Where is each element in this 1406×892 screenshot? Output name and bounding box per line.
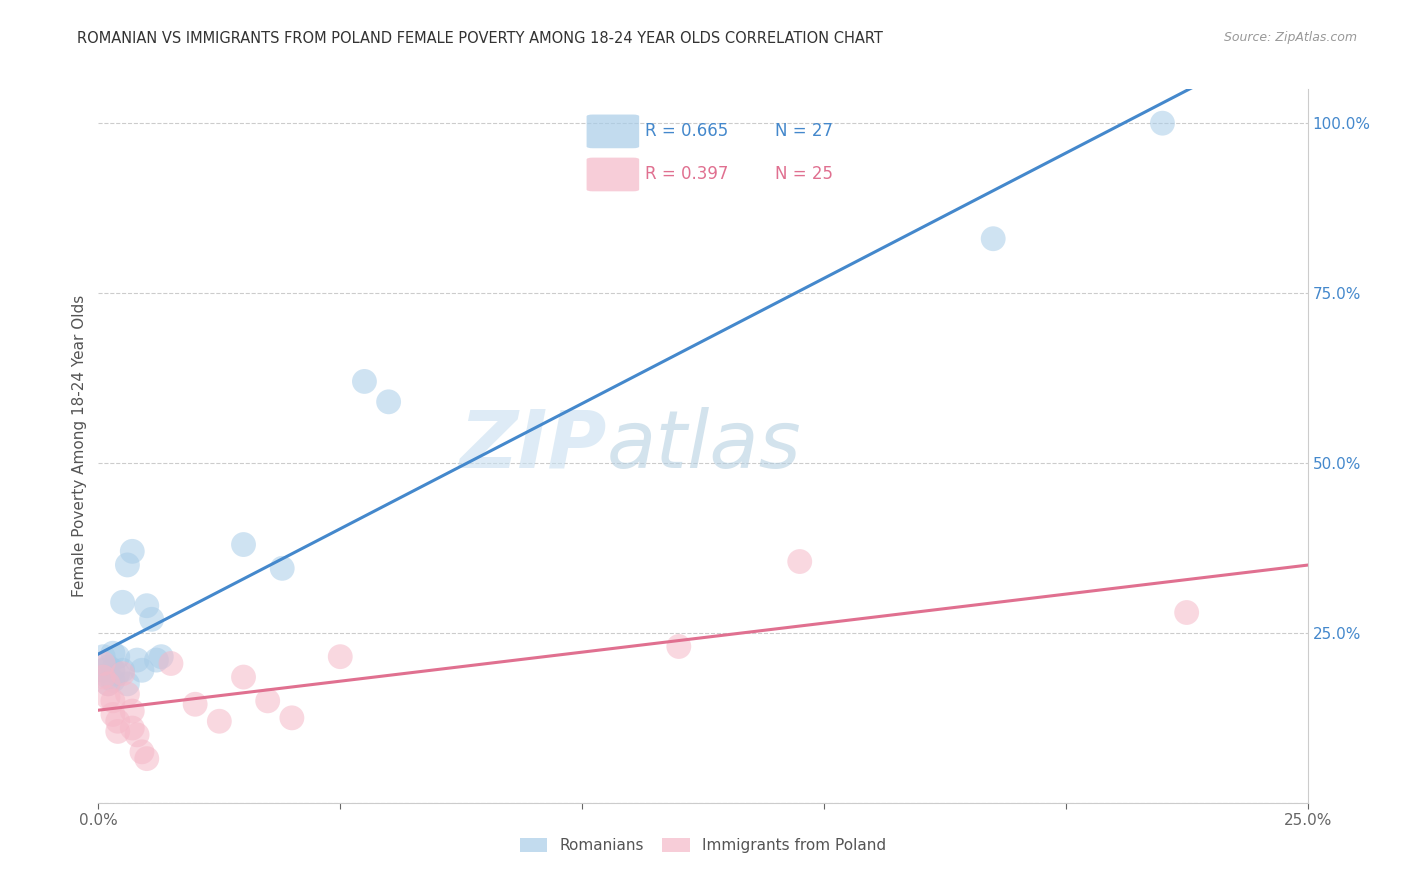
Point <box>107 649 129 664</box>
Point <box>131 663 153 677</box>
Point <box>131 745 153 759</box>
Point <box>135 599 157 613</box>
Text: Source: ZipAtlas.com: Source: ZipAtlas.com <box>1223 31 1357 45</box>
Point <box>256 694 278 708</box>
Point <box>121 721 143 735</box>
Point <box>141 612 163 626</box>
Point <box>111 666 134 681</box>
Point <box>107 714 129 729</box>
Point <box>91 657 114 671</box>
Point <box>97 677 120 691</box>
Point <box>1152 116 1174 130</box>
Point <box>91 649 114 664</box>
Point <box>232 670 254 684</box>
Point <box>135 751 157 765</box>
Text: N = 27: N = 27 <box>775 122 834 140</box>
Point <box>101 707 124 722</box>
Point <box>121 704 143 718</box>
Text: ZIP: ZIP <box>458 407 606 485</box>
FancyBboxPatch shape <box>586 114 640 148</box>
Point <box>101 673 124 688</box>
Point <box>91 663 114 677</box>
Point <box>208 714 231 729</box>
Point <box>127 653 149 667</box>
Point <box>271 561 294 575</box>
Point <box>117 687 139 701</box>
Point <box>107 724 129 739</box>
Point <box>377 394 399 409</box>
Point <box>145 653 167 667</box>
Point <box>97 670 120 684</box>
Text: N = 25: N = 25 <box>775 166 834 184</box>
Text: R = 0.397: R = 0.397 <box>645 166 728 184</box>
Point <box>150 649 173 664</box>
Point <box>111 595 134 609</box>
Point <box>184 698 207 712</box>
Point <box>101 646 124 660</box>
Point <box>329 649 352 664</box>
Point <box>1175 606 1198 620</box>
Point <box>107 666 129 681</box>
Point <box>160 657 183 671</box>
Point <box>127 728 149 742</box>
Point <box>117 558 139 572</box>
Point <box>91 670 114 684</box>
Point <box>97 660 120 674</box>
Point <box>353 375 375 389</box>
FancyBboxPatch shape <box>586 158 640 191</box>
Point <box>668 640 690 654</box>
Point <box>117 677 139 691</box>
Y-axis label: Female Poverty Among 18-24 Year Olds: Female Poverty Among 18-24 Year Olds <box>72 295 87 597</box>
Legend: Romanians, Immigrants from Poland: Romanians, Immigrants from Poland <box>513 831 893 859</box>
Point <box>111 663 134 677</box>
Text: R = 0.665: R = 0.665 <box>645 122 728 140</box>
Point <box>281 711 304 725</box>
Point <box>97 677 120 691</box>
Point <box>97 690 120 705</box>
Text: ROMANIAN VS IMMIGRANTS FROM POLAND FEMALE POVERTY AMONG 18-24 YEAR OLDS CORRELAT: ROMANIAN VS IMMIGRANTS FROM POLAND FEMAL… <box>77 31 883 46</box>
Point <box>981 232 1004 246</box>
Point <box>101 663 124 677</box>
Point <box>232 537 254 551</box>
Point <box>789 555 811 569</box>
Text: atlas: atlas <box>606 407 801 485</box>
Point <box>101 694 124 708</box>
Point <box>121 544 143 558</box>
